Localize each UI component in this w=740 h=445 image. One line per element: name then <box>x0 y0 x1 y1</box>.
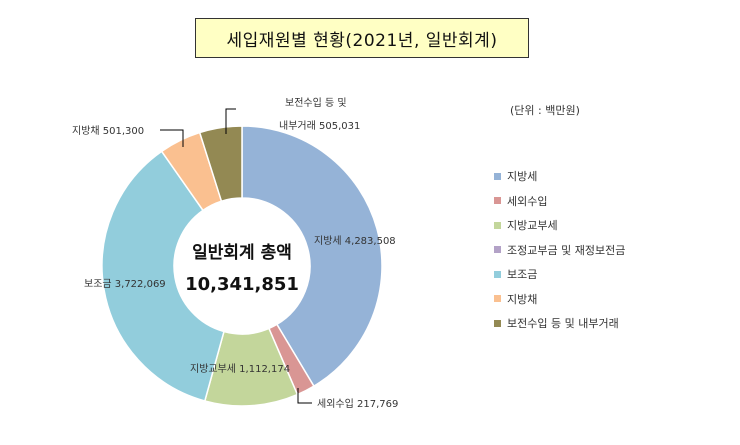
legend-item-4: 보조금 <box>494 262 625 287</box>
center-total: 10,341,851 <box>185 274 299 295</box>
unit-note: (단위 : 백만원) <box>510 104 580 117</box>
data-label-bond: 지방채 501,300 <box>72 125 144 137</box>
chart-title: 세입재원별 현황(2021년, 일반회계) <box>195 18 529 58</box>
legend-item-6: 보전수입 등 및 내부거래 <box>494 311 625 336</box>
legend-item-0: 지방세 <box>494 164 625 189</box>
legend-item-5: 지방채 <box>494 287 625 312</box>
data-label-subsidy: 보조금 3,722,069 <box>84 278 166 290</box>
legend-swatch <box>494 197 501 205</box>
leader-line-non-tax <box>297 388 312 404</box>
legend-label: 지방세 <box>507 170 538 184</box>
legend-swatch <box>494 221 501 229</box>
data-label-non-tax: 세외수입 217,769 <box>317 397 398 410</box>
legend-label: 지방채 <box>507 292 538 306</box>
legend-label: 보조금 <box>507 268 538 282</box>
legend-label: 세외수입 <box>507 194 548 208</box>
legend-swatch <box>494 172 501 180</box>
legend-swatch <box>494 270 501 278</box>
legend-item-3: 조정교부금 및 재정보전금 <box>494 238 625 263</box>
data-label-local-tax: 지방세 4,283,508 <box>314 235 396 247</box>
legend-label: 조정교부금 및 재정보전금 <box>507 243 626 257</box>
legend-item-1: 세외수입 <box>494 189 625 214</box>
leader-line-transfer <box>225 108 236 134</box>
donut-slice-0 <box>241 125 383 388</box>
legend-swatch <box>494 246 501 254</box>
data-label-transfer-line2: 내부거래 505,031 <box>279 120 360 132</box>
data-label-grant: 지방교부세 1,112,174 <box>190 363 290 375</box>
legend-item-2: 지방교부세 <box>494 213 625 238</box>
leader-line-bond <box>160 129 184 147</box>
legend-swatch <box>494 295 501 303</box>
center-label: 일반회계 총액 <box>192 243 292 263</box>
legend-label: 보전수입 등 및 내부거래 <box>507 317 619 331</box>
legend-label: 지방교부세 <box>507 219 558 233</box>
data-label-transfer-line1: 보전수입 등 및 <box>285 96 347 109</box>
donut-slice-4 <box>101 150 225 402</box>
donut-slice-6 <box>198 125 243 203</box>
legend-swatch <box>494 319 501 327</box>
